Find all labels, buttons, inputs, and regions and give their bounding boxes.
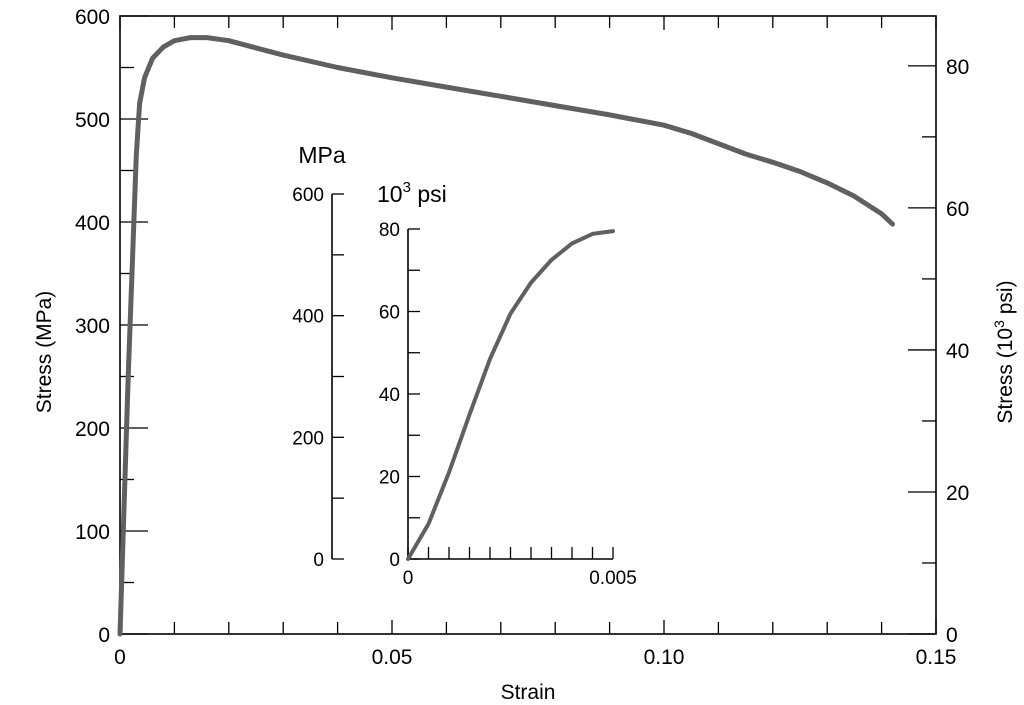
y-tick-label-left: 0 [98, 624, 110, 647]
main-axes [119, 15, 937, 635]
inset-psi-tick-label: 80 [379, 220, 400, 241]
inset-unit-psi-superscript: 3 [403, 179, 411, 196]
x-tick-label: 0.15 [916, 646, 957, 669]
inset-unit-psi-base: 10 [377, 181, 403, 207]
inset-ticks: 0 200 400 600 0 20 40 60 80 0 0.005 [292, 185, 636, 589]
inset-mpa-tick-label: 0 [313, 550, 324, 571]
y-tick-label-left: 600 [75, 6, 110, 29]
x-tick-label: 0 [114, 646, 126, 669]
y-tick-label-left: 200 [75, 418, 110, 441]
inset-unit-psi-tail: psi [411, 181, 447, 207]
x-tick-label: 0.05 [372, 646, 413, 669]
inset-unit-label-psi: 103 psi [377, 179, 447, 207]
inset-unit-label-mpa: MPa [298, 142, 346, 168]
y-axis-label-right: Stress (103 psi) [991, 280, 1017, 423]
y-tick-label-right: 60 [946, 198, 969, 221]
main-ticks: 0 0.05 0.10 0.15010020030040050060002040608… [75, 6, 969, 669]
y-tick-label-left: 300 [75, 315, 110, 338]
inset-psi-tick-label: 40 [379, 385, 400, 406]
main-plot-frame [119, 15, 937, 635]
main-stress-strain-curve [117, 35, 895, 637]
inset-x-tick-label: 0.005 [589, 568, 637, 589]
inset-psi-tick-label: 0 [389, 550, 400, 571]
y-axis-label-left: Stress (MPa) [33, 291, 56, 414]
inset-axes [331, 194, 613, 560]
y-tick-label-left: 400 [75, 212, 110, 235]
inset-x-tick-label: 0 [403, 568, 414, 589]
y-tick-label-left: 100 [75, 521, 110, 544]
inset-mpa-tick-label: 200 [292, 428, 324, 449]
y-tick-label-right: 0 [946, 624, 958, 647]
y-tick-label-left: 500 [75, 109, 110, 132]
x-axis-label: Strain [501, 681, 556, 704]
inset-mpa-tick-label: 400 [292, 307, 324, 328]
inset-mpa-tick-label: 600 [292, 185, 324, 206]
inset-psi-tick-label: 60 [379, 303, 400, 324]
y-axis-label-right-superscript: 3 [991, 320, 1007, 328]
inset-psi-tick-label: 20 [379, 468, 400, 489]
y-tick-label-right: 40 [946, 340, 969, 363]
y-axis-label-right-base: Stress (10 [994, 328, 1017, 424]
x-tick-label: 0.10 [644, 646, 685, 669]
y-tick-label-right: 80 [946, 56, 969, 79]
inset-stress-strain-curve [406, 229, 615, 561]
y-axis-label-right-tail: psi) [994, 280, 1017, 320]
y-tick-label-right: 20 [946, 482, 969, 505]
